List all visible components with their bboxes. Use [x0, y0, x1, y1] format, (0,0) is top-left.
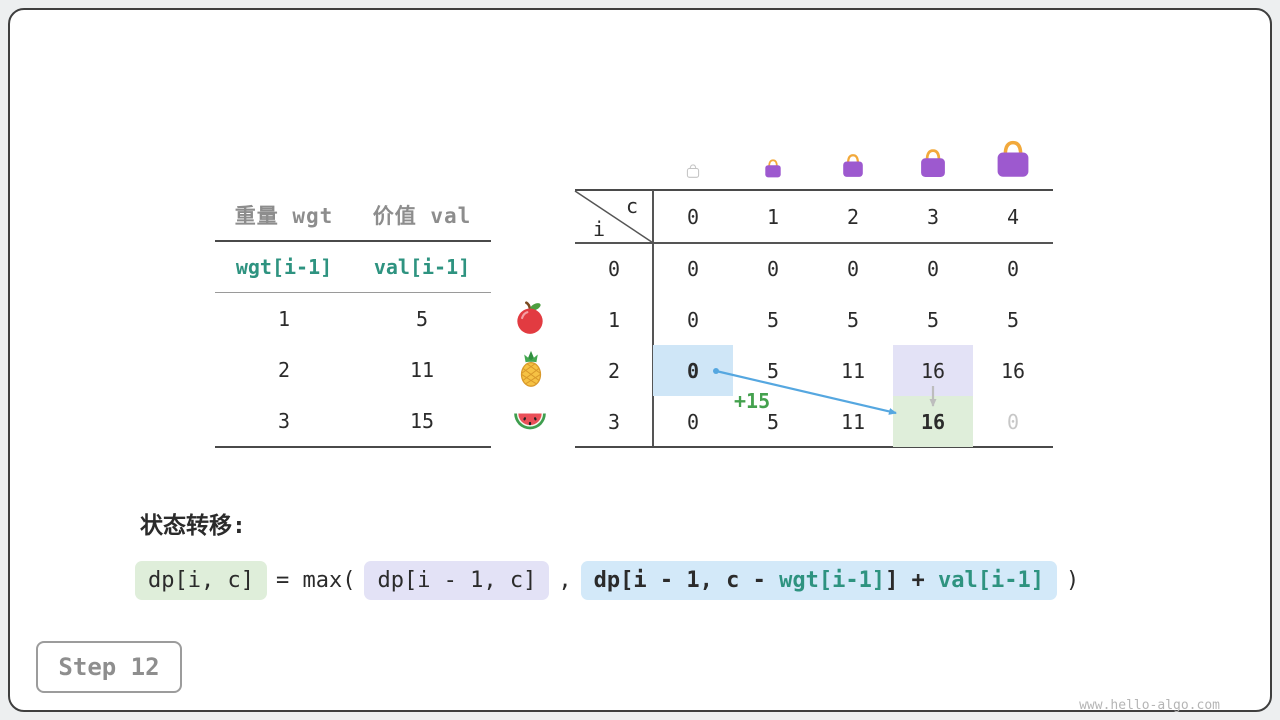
- bag-outline-icon: [685, 163, 701, 178]
- bag-icon: [916, 147, 950, 178]
- formula-eq: = max(: [275, 568, 356, 593]
- formula-take-val: val[i-1]: [938, 568, 1045, 593]
- item-table-val-formula: val[i-1]: [373, 255, 471, 279]
- item-value: 11: [409, 357, 435, 382]
- value-gain-annotation: +15: [734, 389, 771, 413]
- step-indicator: Step 12: [36, 641, 182, 693]
- pineapple-icon: [512, 350, 550, 388]
- dp-cell: 0: [686, 256, 700, 281]
- dp-row-header: 1: [607, 307, 621, 332]
- dp-cell-pending: 0: [1006, 409, 1020, 434]
- dp-col-header: 4: [1006, 205, 1020, 229]
- dp-table-rule: [575, 242, 1053, 244]
- formula-close: ): [1066, 568, 1080, 593]
- formula-lhs: dp[i, c]: [135, 561, 267, 600]
- formula-take-prefix: dp[i - 1, c -: [593, 568, 780, 593]
- item-table-header-value: 价值 val: [372, 204, 472, 228]
- formula-option-take: dp[i - 1, c - wgt[i-1]] + val[i-1]: [580, 561, 1058, 600]
- apple-icon: [511, 299, 549, 337]
- item-row: 2 11: [215, 344, 491, 395]
- formula-take-wgt: wgt[i-1]: [779, 568, 886, 593]
- dp-col-header: 3: [926, 205, 940, 229]
- item-table: 重量 wgt 价值 val wgt[i-1] val[i-1] 1 5 2 11…: [215, 190, 491, 448]
- bag-icon: [839, 152, 867, 178]
- dp-cell: 0: [766, 256, 780, 281]
- dp-cell: 0: [686, 307, 700, 332]
- dp-cell-source: 0: [653, 345, 733, 396]
- dp-cell: 11: [840, 358, 866, 383]
- dp-table-rule: [652, 190, 654, 446]
- watermelon-icon: [511, 404, 549, 442]
- dp-row-header: 0: [607, 256, 621, 281]
- item-weight: 2: [277, 357, 291, 382]
- dp-row-var: i: [593, 217, 606, 241]
- item-table-rule: [215, 446, 491, 448]
- bag-icon: [991, 138, 1035, 178]
- bag-icon: [762, 158, 784, 178]
- dp-cell: 11: [840, 409, 866, 434]
- item-table-rule: [215, 292, 491, 293]
- item-weight: 1: [277, 306, 291, 331]
- formula-option-keep: dp[i - 1, c]: [364, 561, 550, 600]
- dp-table-rule: [575, 446, 1053, 448]
- dp-col-header: 0: [686, 205, 700, 229]
- dp-corner-cell: c i: [575, 191, 653, 243]
- dp-cell: 5: [926, 307, 940, 332]
- item-table-wgt-formula: wgt[i-1]: [235, 255, 333, 279]
- dp-cell: 16: [1000, 358, 1026, 383]
- item-table-rule: [215, 240, 491, 242]
- item-row: 3 15: [215, 395, 491, 446]
- dp-cell: 0: [926, 256, 940, 281]
- figure-card: 重量 wgt 价值 val wgt[i-1] val[i-1] 1 5 2 11…: [8, 8, 1272, 713]
- dp-row-header: 2: [607, 358, 621, 383]
- dp-cell-current: 16: [893, 396, 973, 447]
- dp-col-header: 2: [846, 205, 860, 229]
- formula-take-mid: ] +: [885, 568, 939, 593]
- dp-cell: 0: [1006, 256, 1020, 281]
- dp-row-header: 3: [607, 409, 621, 434]
- dp-cell: 5: [846, 307, 860, 332]
- watermark: www.hello-algo.com: [1079, 698, 1220, 713]
- dp-col-var: c: [625, 194, 638, 218]
- item-table-header-weight: 重量 wgt: [234, 204, 334, 228]
- dp-cell: 5: [766, 409, 780, 434]
- formula-title: 状态转移:: [140, 513, 246, 539]
- dp-table-rule: [575, 189, 1053, 191]
- dp-table: c i 0 1 2 3 4 0 0 0 0 0 0 1 0 5 5 5 5 2 …: [575, 191, 1053, 447]
- item-weight: 3: [277, 408, 291, 433]
- item-value: 15: [409, 408, 435, 433]
- dp-col-header: 1: [766, 205, 780, 229]
- dp-cell: 5: [766, 307, 780, 332]
- dp-cell: 0: [686, 409, 700, 434]
- state-transition-formula: dp[i, c] = max( dp[i - 1, c] , dp[i - 1,…: [135, 561, 1079, 600]
- dp-cell: 0: [846, 256, 860, 281]
- step-label: Step 12: [58, 653, 160, 681]
- item-row: 1 5: [215, 293, 491, 344]
- formula-comma: ,: [558, 568, 572, 593]
- dp-cell: 5: [1006, 307, 1020, 332]
- item-value: 5: [415, 306, 429, 331]
- dp-cell-keep-option: 16: [893, 345, 973, 396]
